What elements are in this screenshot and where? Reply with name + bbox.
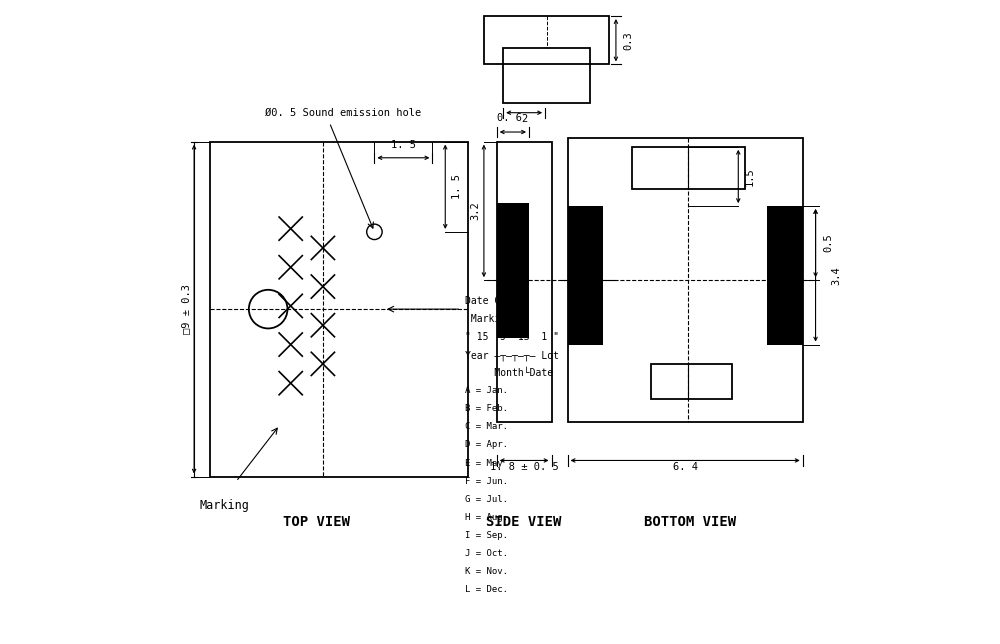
Text: 6. 4: 6. 4 <box>673 462 698 472</box>
Text: Month└Date: Month└Date <box>465 368 553 379</box>
Text: 0. 6: 0. 6 <box>497 113 522 123</box>
Text: Ø0. 5 Sound emission hole: Ø0. 5 Sound emission hole <box>265 108 421 118</box>
Bar <box>210 142 468 477</box>
Text: 1.5: 1.5 <box>745 167 755 186</box>
Text: BOTTOM VIEW: BOTTOM VIEW <box>644 515 736 529</box>
Text: C = Mar.: C = Mar. <box>465 422 508 431</box>
Text: SIDE VIEW: SIDE VIEW <box>486 515 562 529</box>
Text: 0.3: 0.3 <box>624 31 634 50</box>
Text: 3.4: 3.4 <box>832 266 842 285</box>
Text: □9 ± 0.3: □9 ± 0.3 <box>181 284 191 334</box>
Text: D = Apr.: D = Apr. <box>465 440 508 450</box>
Bar <box>651 364 732 399</box>
Text: 1. 5: 1. 5 <box>391 140 416 150</box>
Text: 3.2: 3.2 <box>470 202 480 220</box>
Text: 1. 5: 1. 5 <box>452 175 462 199</box>
Text: J = Oct.: J = Oct. <box>465 549 508 558</box>
Text: K = Nov.: K = Nov. <box>465 567 508 576</box>
Text: Date Code: Date Code <box>465 296 517 307</box>
Bar <box>767 206 803 345</box>
Bar <box>568 206 603 345</box>
Bar <box>632 147 745 189</box>
Text: I = Sep.: I = Sep. <box>465 531 508 540</box>
Text: Year —┬—┬—┬— Lot: Year —┬—┬—┬— Lot <box>465 350 559 361</box>
Bar <box>497 203 529 338</box>
Bar <box>497 142 552 422</box>
Text: B = Feb.: B = Feb. <box>465 404 508 413</box>
Text: TOP VIEW: TOP VIEW <box>283 515 350 529</box>
Text: G = Jul.: G = Jul. <box>465 495 508 504</box>
Text: 0.5: 0.5 <box>823 234 833 252</box>
Text: E = May: E = May <box>465 459 502 468</box>
Text: Marking: Marking <box>465 314 512 325</box>
Text: 1. 8 ± 0. 5: 1. 8 ± 0. 5 <box>490 462 559 472</box>
Text: L = Dec.: L = Dec. <box>465 585 508 594</box>
Text: F = Jun.: F = Jun. <box>465 477 508 486</box>
Text: 2: 2 <box>521 114 527 124</box>
Bar <box>484 16 609 64</box>
Text: A = Jan.: A = Jan. <box>465 386 508 395</box>
Text: " 15  J  13  1 ": " 15 J 13 1 " <box>465 332 559 343</box>
Bar <box>568 138 803 422</box>
Text: Marking: Marking <box>199 499 249 512</box>
Text: H = Aug.: H = Aug. <box>465 513 508 522</box>
Bar <box>503 48 590 103</box>
